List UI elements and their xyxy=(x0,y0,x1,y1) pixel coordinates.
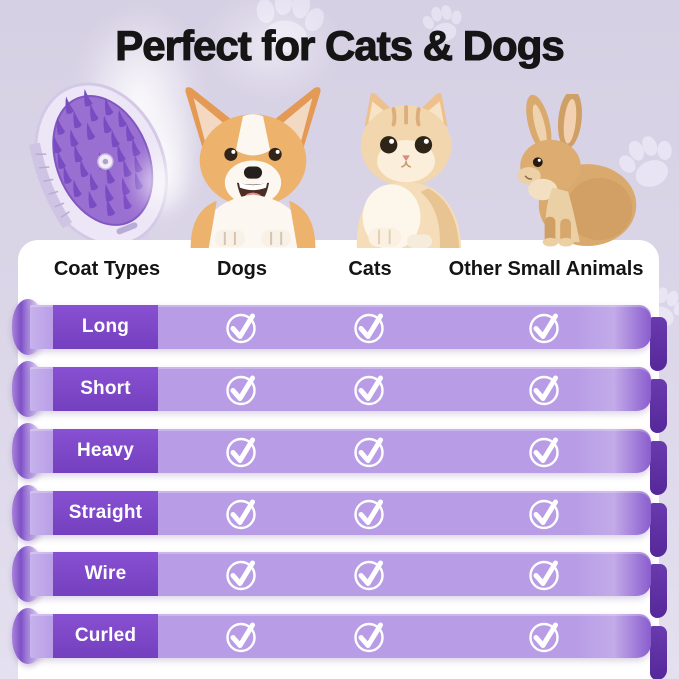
check-icon xyxy=(526,555,564,593)
check-icon xyxy=(526,617,564,655)
ribbon-fold-right xyxy=(650,626,667,679)
check-icon xyxy=(223,494,261,532)
rabbit-illustration xyxy=(517,94,637,247)
steam-mist xyxy=(128,146,192,220)
coat-type-row-long: Long xyxy=(12,299,667,371)
coat-type-label: Long xyxy=(53,305,158,349)
check-icon xyxy=(351,432,389,470)
ribbon-fold-right xyxy=(650,503,667,557)
check-icon xyxy=(223,308,261,346)
coat-type-label: Short xyxy=(53,367,158,411)
check-icon xyxy=(351,555,389,593)
coat-type-row-straight: Straight xyxy=(12,485,667,557)
coat-type-row-wire: Wire xyxy=(12,546,667,618)
page-title: Perfect for Cats & Dogs xyxy=(115,21,566,69)
coat-type-label: Straight xyxy=(53,491,158,535)
column-header-dogs: Dogs xyxy=(217,258,267,280)
check-icon xyxy=(223,432,261,470)
coat-type-row-short: Short xyxy=(12,361,667,433)
check-icon xyxy=(351,617,389,655)
check-icon xyxy=(526,494,564,532)
ribbon-band: Straight xyxy=(30,491,651,535)
column-header-other-small-animals: Other Small Animals xyxy=(448,258,644,280)
ribbon-band: Curled xyxy=(30,614,651,658)
ribbon-band: Heavy xyxy=(30,429,651,473)
ribbon-fold-right xyxy=(650,317,667,371)
ribbon-fold-right xyxy=(650,564,667,618)
coat-type-label: Heavy xyxy=(53,429,158,473)
check-icon xyxy=(351,494,389,532)
coat-type-label: Wire xyxy=(53,552,158,596)
coat-type-row-heavy: Heavy xyxy=(12,423,667,495)
check-icon xyxy=(526,370,564,408)
check-icon xyxy=(351,370,389,408)
ribbon-band: Wire xyxy=(30,552,651,596)
cat-illustration xyxy=(356,92,462,248)
ribbon-band: Long xyxy=(30,305,651,349)
check-icon xyxy=(223,370,261,408)
steam-mist xyxy=(206,0,336,98)
check-icon xyxy=(526,432,564,470)
ribbon-fold-right xyxy=(650,379,667,433)
check-icon xyxy=(351,308,389,346)
check-icon xyxy=(223,555,261,593)
ribbon-band: Short xyxy=(30,367,651,411)
column-header-cats: Cats xyxy=(348,258,392,280)
column-header-coat-types: Coat Types xyxy=(53,258,161,280)
ribbon-fold-right xyxy=(650,441,667,495)
check-icon xyxy=(526,308,564,346)
corgi-dog-illustration xyxy=(185,87,321,248)
check-icon xyxy=(223,617,261,655)
coat-type-row-curled: Curled xyxy=(12,608,667,679)
coat-type-label: Curled xyxy=(53,614,158,658)
